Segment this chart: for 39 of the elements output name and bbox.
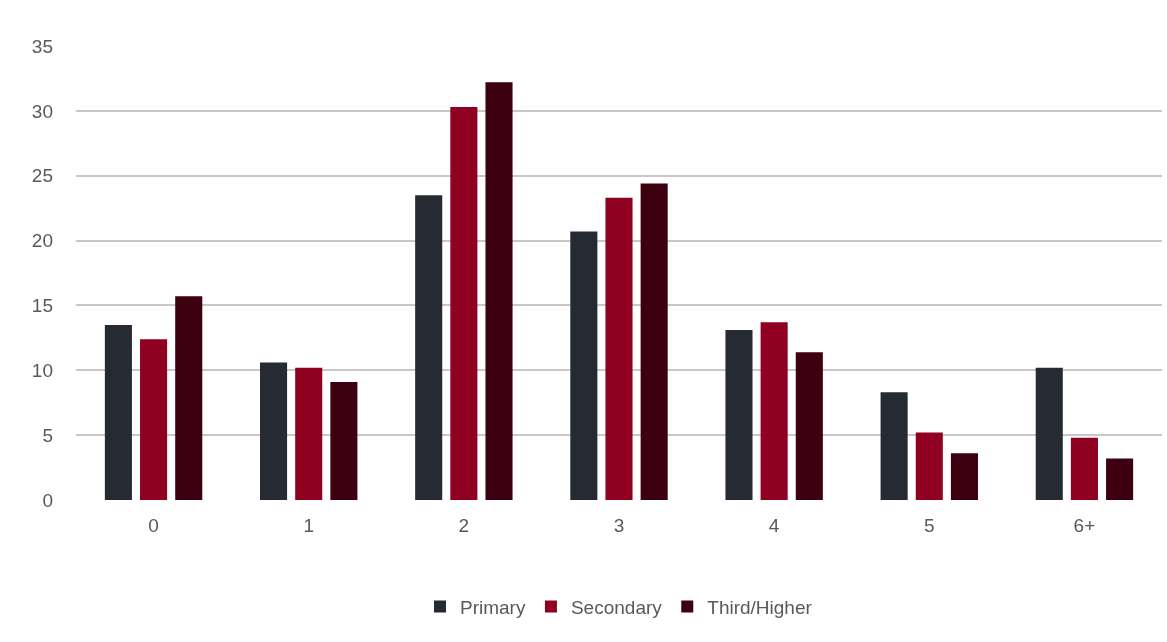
y-tick-label: 25 xyxy=(31,165,53,187)
legend-label: Secondary xyxy=(570,596,663,618)
bar xyxy=(795,352,823,500)
bar xyxy=(605,197,633,500)
x-tick-label: 5 xyxy=(924,515,935,536)
bar xyxy=(104,324,132,500)
bar xyxy=(760,322,788,500)
y-tick-label: 35 xyxy=(31,35,53,57)
x-tick-label: 3 xyxy=(613,515,625,536)
bar xyxy=(880,392,908,500)
bar xyxy=(415,195,443,500)
bar xyxy=(1035,367,1063,500)
y-tick-label: 5 xyxy=(42,424,53,446)
bar xyxy=(1070,437,1098,500)
bar xyxy=(450,106,478,500)
y-tick-label: 10 xyxy=(31,359,53,381)
bar xyxy=(1106,458,1134,500)
bar xyxy=(485,82,513,500)
bar xyxy=(640,183,668,500)
bar xyxy=(950,453,978,500)
bar xyxy=(260,362,288,500)
bar xyxy=(725,330,753,500)
x-tick-label: 2 xyxy=(458,515,470,536)
y-tick-label: 0 xyxy=(42,489,53,511)
y-tick-label: 20 xyxy=(31,230,53,252)
bar xyxy=(175,296,203,500)
bar xyxy=(915,432,943,500)
y-tick-label: 15 xyxy=(31,295,53,317)
bar xyxy=(295,367,323,500)
bar xyxy=(570,231,598,500)
legend-label: Primary xyxy=(460,596,526,618)
x-tick-label: 0 xyxy=(148,515,159,536)
x-tick-label: 6+ xyxy=(1073,515,1096,536)
legend-label: Third/Higher xyxy=(707,596,813,618)
bar xyxy=(330,381,358,500)
y-tick-label: 30 xyxy=(31,100,53,122)
bar xyxy=(140,339,168,500)
x-tick-label: 1 xyxy=(303,515,314,536)
x-tick-label: 4 xyxy=(768,515,780,536)
